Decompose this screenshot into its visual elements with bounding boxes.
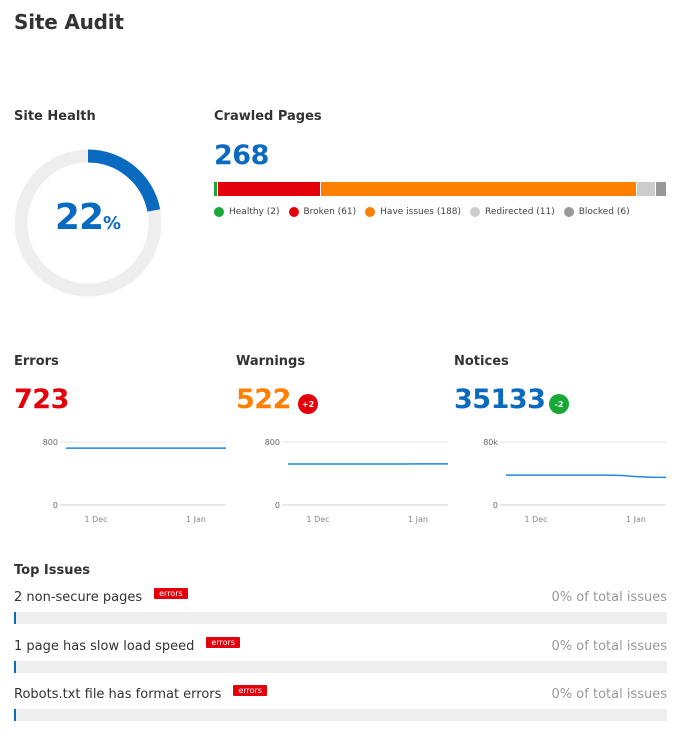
issue-type-tag: errors: [206, 637, 240, 648]
crawl-bar-segment[interactable]: [321, 182, 636, 196]
metric-value[interactable]: 522: [236, 384, 291, 415]
chart-x-tick-label: 1 Dec: [306, 515, 329, 524]
issue-row[interactable]: Robots.txt file has format errors errors: [14, 685, 267, 702]
site-health-value: 22%: [54, 197, 122, 238]
metric-trend-chart: 800 0 1 Dec 1 Jan: [43, 438, 226, 524]
issue-row[interactable]: 1 page has slow load speed errors: [14, 637, 240, 654]
metric-trend-chart: 80k 0 1 Dec 1 Jan: [483, 438, 667, 524]
page-title: Site Audit: [14, 10, 124, 34]
legend-label: Redirected (11): [485, 207, 555, 217]
issue-percent: 0% of total issues: [551, 590, 667, 605]
chart-x-tick-label: 1 Dec: [524, 515, 547, 524]
legend-label: Have issues (188): [380, 207, 462, 217]
legend-item[interactable]: Broken (61): [288, 207, 357, 217]
metric-change-badge: -2: [549, 394, 569, 414]
legend-label: Healthy (2): [229, 207, 280, 217]
crawled-pages-bar: [214, 182, 667, 196]
legend-label: Blocked (6): [578, 207, 630, 217]
metric-trend-chart: 800 0 1 Dec 1 Jan: [265, 438, 448, 524]
legend-dot-icon: [470, 207, 481, 217]
legend-label: Broken (61): [303, 207, 357, 217]
legend-item[interactable]: Redirected (11): [470, 207, 555, 217]
chart-y-tick-label: 0: [53, 501, 58, 510]
issue-share-bar: [14, 709, 667, 721]
legend-dot-icon: [563, 207, 574, 217]
chart-x-tick-label: 1 Jan: [186, 515, 206, 524]
issue-share-bar: [14, 612, 667, 624]
issue-type-tag: errors: [233, 685, 267, 696]
site-health-title: Site Health: [14, 109, 96, 124]
legend-item[interactable]: Blocked (6): [563, 207, 630, 217]
top-issues-title: Top Issues: [14, 563, 91, 578]
chart-y-tick-label: 0: [275, 501, 280, 510]
chart-y-tick-label: 800: [265, 438, 280, 447]
chart-y-tick-label: 80k: [483, 438, 498, 447]
crawled-pages-title: Crawled Pages: [214, 109, 322, 124]
donut-arc: [87, 149, 161, 212]
chart-y-tick-label: 0: [493, 501, 498, 510]
metric-value[interactable]: 723: [14, 384, 69, 415]
issue-title-link[interactable]: 2 non-secure pages: [14, 590, 143, 605]
issue-percent: 0% of total issues: [551, 687, 667, 702]
site-health-donut: [14, 149, 162, 297]
chart-x-tick-label: 1 Jan: [408, 515, 428, 524]
chart-y-tick-label: 800: [43, 438, 58, 447]
chart-series-line: [506, 474, 667, 479]
issue-percent: 0% of total issues: [551, 639, 667, 654]
crawl-bar-segment[interactable]: [214, 182, 218, 196]
crawl-bar-segment[interactable]: [636, 182, 655, 196]
issue-share-fill: [14, 661, 16, 673]
issue-type-tag: errors: [154, 588, 188, 599]
issue-share-fill: [14, 612, 16, 624]
issue-row[interactable]: 2 non-secure pages errors: [14, 588, 188, 605]
metric-title: Errors: [14, 354, 59, 369]
issue-title-link[interactable]: 1 page has slow load speed: [14, 639, 195, 654]
issue-title-link[interactable]: Robots.txt file has format errors: [14, 687, 222, 702]
crawl-bar-segment[interactable]: [655, 182, 666, 196]
crawled-pages-total[interactable]: 268: [214, 140, 269, 171]
legend-item[interactable]: Have issues (188): [365, 207, 461, 217]
legend-dot-icon: [365, 207, 376, 217]
metric-value[interactable]: 35133: [454, 384, 546, 415]
crawl-bar-segment[interactable]: [218, 182, 321, 196]
legend-item[interactable]: Healthy (2): [214, 207, 280, 217]
metric-title: Warnings: [236, 354, 306, 369]
metric-change-badge: +2: [298, 394, 318, 414]
chart-x-tick-label: 1 Jan: [626, 515, 646, 524]
issue-share-fill: [14, 709, 16, 721]
metric-title: Notices: [454, 354, 509, 369]
crawled-pages-legend: Healthy (2) Broken (61) Have issues (188) R…: [214, 207, 639, 217]
legend-dot-icon: [288, 207, 299, 217]
chart-x-tick-label: 1 Dec: [84, 515, 107, 524]
issue-share-bar: [14, 661, 667, 673]
legend-dot-icon: [214, 207, 224, 217]
